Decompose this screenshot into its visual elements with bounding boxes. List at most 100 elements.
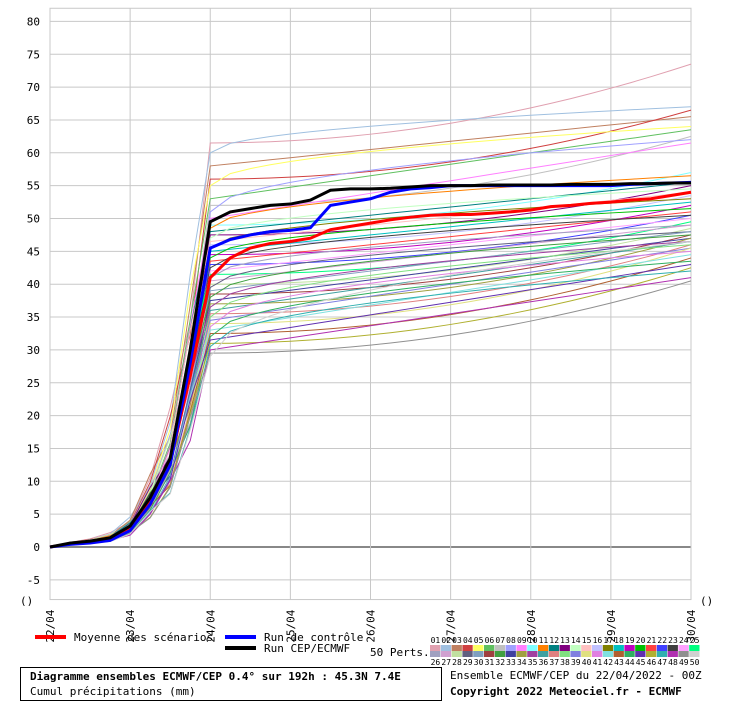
perturbation-id-15: 15 <box>582 636 592 645</box>
perturbation-line-08 <box>49 139 692 548</box>
perturbation-swatch-11 <box>538 645 549 651</box>
perturbation-swatch-18 <box>613 645 624 651</box>
perturbation-id-44: 44 <box>625 658 635 665</box>
perturbation-id-07: 07 <box>495 636 505 645</box>
y-tick-label: 5 <box>33 508 40 521</box>
perturbation-id-27: 27 <box>441 658 451 665</box>
perturbation-swatch-03 <box>451 645 462 651</box>
perturbation-swatch-46 <box>646 651 657 657</box>
perturbation-swatch-42 <box>602 651 614 657</box>
perturbation-id-05: 05 <box>474 636 484 645</box>
chart-title: Diagramme ensembles ECMWF/CEP 0.4° sur 1… <box>30 670 401 683</box>
perturbation-swatch-06 <box>484 645 495 651</box>
perturbation-id-38: 38 <box>560 658 570 665</box>
perturbation-id-39: 39 <box>571 658 581 665</box>
y-tick-label: 65 <box>27 114 40 127</box>
perturbation-swatch-15 <box>581 645 592 651</box>
x-tick-label: 29/04 <box>605 609 618 642</box>
perturbation-swatch-09 <box>516 645 527 651</box>
chart-subtitle: Cumul précipitations (mm) <box>30 685 196 698</box>
perturbation-swatch-28 <box>451 651 462 657</box>
chart-legend: Moyenne des scénarios Run de contrôleRun … <box>35 631 700 665</box>
perturbation-line-48 <box>49 277 692 548</box>
legend-label-0: Moyenne des scénarios <box>74 631 213 644</box>
perturbation-swatch-12 <box>548 645 560 651</box>
perturbation-swatch-21 <box>646 645 657 651</box>
perturbation-swatch-35 <box>527 651 538 657</box>
perturbation-id-40: 40 <box>582 658 592 665</box>
perturbation-id-13: 13 <box>560 636 570 645</box>
y-tick-label: 70 <box>27 81 40 94</box>
perturbation-swatch-45 <box>635 651 646 657</box>
perturbation-id-02: 02 <box>441 636 451 645</box>
x-tick-label: 24/04 <box>204 609 217 642</box>
perturbation-swatch-38 <box>559 651 570 657</box>
perturbation-line-04 <box>49 109 692 548</box>
perturbation-swatch-20 <box>635 645 646 651</box>
perturbation-id-08: 08 <box>506 636 516 645</box>
perturbation-swatch-41 <box>592 651 603 657</box>
perturbation-id-42: 42 <box>603 658 613 665</box>
perturbation-line-06 <box>49 129 692 548</box>
perturbation-id-29: 29 <box>463 658 473 665</box>
y-tick-label: 20 <box>27 410 40 423</box>
x-tick-label: 23/04 <box>124 609 137 642</box>
perturbation-swatch-34 <box>516 651 527 657</box>
perturbation-id-37: 37 <box>549 658 559 665</box>
perturbation-line-44 <box>49 260 692 548</box>
perturbation-swatch-01 <box>430 645 441 651</box>
x-tick-label: 26/04 <box>365 609 378 642</box>
perturbation-swatch-49 <box>678 651 689 657</box>
perturbation-swatch-13 <box>559 645 570 651</box>
perturbation-swatch-10 <box>527 645 538 651</box>
perturbation-id-11: 11 <box>539 636 549 645</box>
perturbation-id-25: 25 <box>690 636 700 645</box>
perturbation-id-43: 43 <box>614 658 624 665</box>
perturbation-id-49: 49 <box>679 658 689 665</box>
ensemble-run-info: Ensemble ECMWF/CEP du 22/04/2022 - 00Z <box>450 669 702 682</box>
x-tick-label: 30/04 <box>685 609 698 642</box>
perturbation-swatch-24 <box>678 645 689 651</box>
credits: Ensemble ECMWF/CEP du 22/04/2022 - 00Z C… <box>450 669 702 698</box>
perturbation-id-41: 41 <box>593 658 603 665</box>
perturbation-id-30: 30 <box>474 658 484 665</box>
perturbation-swatch-50 <box>689 651 700 657</box>
perturbation-swatch-16 <box>592 645 603 651</box>
perturbation-id-26: 26 <box>431 658 441 665</box>
perturbation-swatch-44 <box>624 651 635 657</box>
perturbation-id-19: 19 <box>625 636 635 645</box>
perturbation-id-24: 24 <box>679 636 689 645</box>
perturbation-id-35: 35 <box>528 658 538 665</box>
perturbation-id-09: 09 <box>517 636 527 645</box>
perturbation-swatch-36 <box>538 651 549 657</box>
perturbation-line-49 <box>49 280 692 548</box>
perturbation-swatch-27 <box>440 651 452 657</box>
perturbation-swatch-43 <box>613 651 624 657</box>
perturbation-swatch-02 <box>440 645 452 651</box>
perturbation-swatch-37 <box>548 651 560 657</box>
perturbation-id-47: 47 <box>657 658 667 665</box>
chart-title-box: Diagramme ensembles ECMWF/CEP 0.4° sur 1… <box>20 667 442 701</box>
right-marker: () <box>700 595 713 608</box>
perturbation-swatch-39 <box>570 651 581 657</box>
perturbation-swatch-32 <box>494 651 506 657</box>
y-tick-label: 75 <box>27 48 40 61</box>
perturbation-id-23: 23 <box>668 636 678 645</box>
perturbation-line-43 <box>49 257 692 548</box>
perturbation-id-50: 50 <box>690 658 700 665</box>
y-tick-label: 15 <box>27 442 40 455</box>
perturbation-id-31: 31 <box>485 658 495 665</box>
perturbation-swatch-29 <box>462 651 473 657</box>
perturbation-id-45: 45 <box>636 658 646 665</box>
perturbation-id-03: 03 <box>452 636 462 645</box>
perturbation-id-14: 14 <box>571 636 581 645</box>
perturbation-id-01: 01 <box>431 636 441 645</box>
perturbation-id-46: 46 <box>647 658 657 665</box>
x-tick-label: 27/04 <box>445 609 458 642</box>
perturbation-id-36: 36 <box>539 658 549 665</box>
perturbation-id-06: 06 <box>485 636 495 645</box>
perturbation-swatch-33 <box>505 651 516 657</box>
perturbation-swatch-23 <box>667 645 678 651</box>
y-tick-label: -5 <box>27 574 40 587</box>
perturbation-id-04: 04 <box>463 636 473 645</box>
